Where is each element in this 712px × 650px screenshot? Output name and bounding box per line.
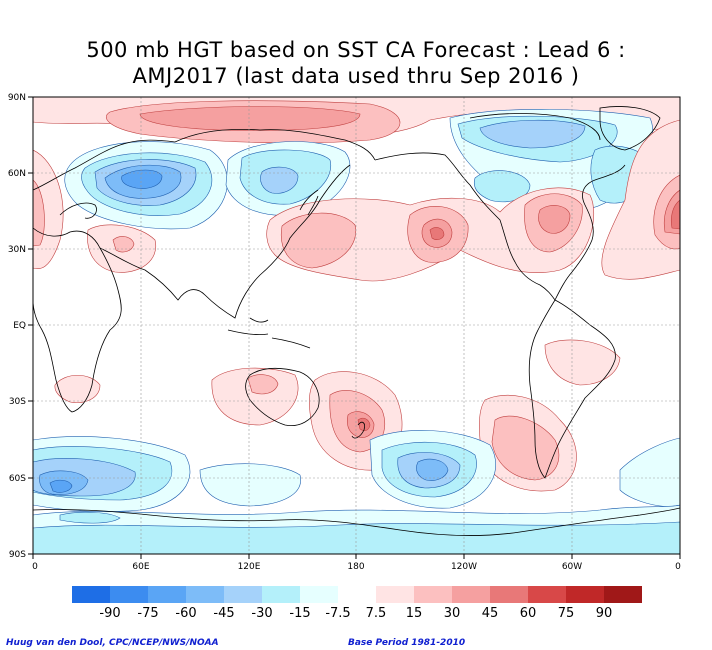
lat-label: 60S — [9, 474, 26, 484]
legend-label: 60 — [520, 606, 537, 621]
legend-label: -45 — [213, 606, 234, 621]
coastlines — [33, 106, 680, 536]
legend-label: 45 — [482, 606, 499, 621]
lon-label: 120E — [238, 562, 261, 572]
legend-swatch — [376, 586, 414, 603]
lon-label: 60E — [132, 562, 149, 572]
lat-labels: 90N 60N 30N EQ 30S 60S 90S — [8, 93, 26, 560]
legend-swatch — [186, 586, 224, 603]
lon-label: 0 — [32, 562, 38, 572]
legend-swatch — [224, 586, 262, 603]
lon-label: 180 — [347, 562, 364, 572]
chart-title-line2: AMJ2017 (last data used thru Sep 2016 ) — [132, 64, 580, 88]
lon-label: 60W — [562, 562, 582, 572]
legend-label: 30 — [444, 606, 461, 621]
lat-label: 60N — [8, 169, 26, 179]
legend-label: -30 — [251, 606, 272, 621]
legend-label: 75 — [558, 606, 575, 621]
legend-swatch — [452, 586, 490, 603]
legend-swatch — [604, 586, 642, 603]
grid-lines — [33, 97, 680, 554]
chart-title-line1: 500 mb HGT based on SST CA Forecast : Le… — [86, 38, 626, 62]
legend-swatch — [72, 586, 110, 603]
legend-label: 7.5 — [366, 606, 387, 621]
legend-label: -75 — [137, 606, 158, 621]
lat-label: 30N — [8, 245, 26, 255]
legend-label: -7.5 — [325, 606, 350, 621]
legend-label: -60 — [175, 606, 196, 621]
lat-label: EQ — [13, 321, 26, 331]
lat-label: 90S — [9, 550, 26, 560]
lat-label: 30S — [9, 397, 26, 407]
credit-text: Huug van den Dool, CPC/NCEP/NWS/NOAA — [6, 638, 219, 648]
legend-swatch — [566, 586, 604, 603]
base-period-text: Base Period 1981-2010 — [348, 638, 466, 648]
legend-swatch — [338, 586, 376, 603]
axis-ticks — [28, 96, 681, 559]
legend-label: -90 — [99, 606, 120, 621]
legend-labels: -90 -75 -60 -45 -30 -15 -7.5 7.5 15 30 45 60 75 90 — [99, 606, 612, 621]
legend-swatch — [414, 586, 452, 603]
legend-label: 90 — [596, 606, 613, 621]
lon-label: 0 — [675, 562, 681, 572]
legend-swatch — [262, 586, 300, 603]
color-legend — [72, 586, 642, 603]
anomaly-field — [33, 97, 680, 554]
legend-swatch — [300, 586, 338, 603]
legend-label: 15 — [406, 606, 423, 621]
legend-swatch — [148, 586, 186, 603]
lon-label: 120W — [451, 562, 477, 572]
lat-label: 90N — [8, 93, 26, 103]
legend-swatch — [528, 586, 566, 603]
legend-swatch — [490, 586, 528, 603]
legend-swatch — [110, 586, 148, 603]
lon-labels: 0 60E 120E 180 120W 60W 0 — [32, 562, 681, 572]
legend-label: -15 — [289, 606, 310, 621]
